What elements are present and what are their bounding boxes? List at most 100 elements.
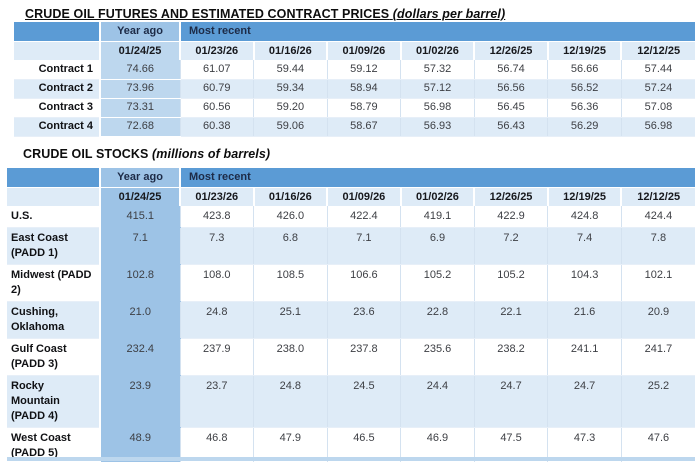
- date-header: 01/23/26: [179, 41, 254, 60]
- corner-cell: [7, 168, 100, 188]
- data-cell: 20.9: [620, 301, 695, 339]
- data-cell: 61.07: [179, 60, 254, 80]
- row-label: Rocky Mountain (PADD 4): [7, 375, 100, 428]
- year-ago-header: Year ago: [99, 22, 180, 42]
- data-cell: 237.8: [326, 338, 401, 376]
- data-cell: 57.32: [400, 60, 475, 80]
- row-label: Midwest (PADD 2): [7, 264, 100, 302]
- data-cell: 72.68: [99, 117, 180, 137]
- data-cell: 25.2: [620, 375, 695, 428]
- table-row: Gulf Coast (PADD 3) 232.4 237.9 238.0 237.8 2…: [7, 338, 695, 376]
- data-cell: 21.0: [99, 301, 180, 339]
- data-cell: 7.1: [99, 227, 180, 265]
- data-cell: 232.4: [99, 338, 180, 376]
- data-cell: 24.4: [400, 375, 475, 428]
- data-cell: 56.52: [547, 79, 622, 99]
- data-cell: 22.8: [400, 301, 475, 339]
- empty-header-cell: [14, 41, 100, 60]
- data-cell: 241.1: [547, 338, 622, 376]
- data-cell: 102.8: [99, 264, 180, 302]
- data-cell: 56.43: [473, 117, 548, 137]
- next-table-top-edge: [7, 457, 695, 461]
- date-header: 01/09/26: [326, 41, 401, 60]
- data-cell: 108.5: [253, 264, 328, 302]
- data-cell: 23.9: [99, 375, 180, 428]
- data-cell: 46.9: [400, 427, 475, 462]
- data-cell: 23.6: [326, 301, 401, 339]
- year-ago-header: Year ago: [99, 168, 180, 188]
- data-cell: 56.93: [400, 117, 475, 137]
- data-cell: 419.1: [400, 206, 475, 228]
- data-cell: 108.0: [179, 264, 254, 302]
- stocks-table-title: CRUDE OIL STOCKS (millions of barrels): [23, 147, 270, 161]
- data-cell: 238.0: [253, 338, 328, 376]
- row-label: Cushing, Oklahoma: [7, 301, 100, 339]
- dates-header-row: 01/24/25 01/23/26 01/16/26 01/09/26 01/0…: [14, 41, 695, 60]
- date-header: 12/19/25: [546, 41, 622, 60]
- stocks-title-text: CRUDE OIL STOCKS: [23, 147, 149, 161]
- table-row: Rocky Mountain (PADD 4) 23.9 23.7 24.8 24.5 2…: [7, 375, 695, 428]
- data-cell: 58.94: [326, 79, 401, 99]
- data-cell: 58.67: [326, 117, 401, 137]
- data-cell: 60.56: [179, 98, 254, 118]
- data-cell: 58.79: [326, 98, 401, 118]
- data-cell: 59.20: [253, 98, 328, 118]
- crude-oil-stocks-table: Year ago Most recent 01/24/25 01/23/26 0…: [7, 168, 695, 462]
- group-header-row: Year ago Most recent: [14, 22, 695, 42]
- futures-table-body: Contract 1 74.66 61.07 59.44 59.12 57.32 56.74…: [14, 60, 695, 137]
- data-cell: 57.12: [400, 79, 475, 99]
- date-header: 12/19/25: [546, 187, 622, 206]
- row-label: U.S.: [7, 206, 100, 228]
- date-header: 12/12/25: [620, 187, 695, 206]
- data-cell: 104.3: [547, 264, 622, 302]
- data-cell: 46.5: [326, 427, 401, 462]
- data-cell: 56.98: [400, 98, 475, 118]
- data-cell: 23.7: [179, 375, 254, 428]
- corner-cell: [14, 22, 100, 42]
- date-header: 01/16/26: [252, 187, 328, 206]
- data-cell: 21.6: [547, 301, 622, 339]
- data-cell: 59.12: [326, 60, 401, 80]
- data-cell: 6.9: [400, 227, 475, 265]
- table-row: East Coast (PADD 1) 7.1 7.3 6.8 7.1 6.9 7.2 7.4…: [7, 227, 695, 265]
- data-cell: 56.45: [473, 98, 548, 118]
- data-cell: 24.8: [253, 375, 328, 428]
- data-cell: 22.1: [473, 301, 548, 339]
- data-cell: 24.5: [326, 375, 401, 428]
- date-header: 01/09/26: [326, 187, 401, 206]
- data-cell: 74.66: [99, 60, 180, 80]
- futures-title-unit: (dollars per barrel): [392, 7, 506, 21]
- year-ago-date: 01/24/25: [99, 187, 180, 206]
- data-cell: 106.6: [326, 264, 401, 302]
- data-cell: 47.3: [547, 427, 622, 462]
- table-row: Contract 3 73.31 60.56 59.20 58.79 56.98 56.45…: [14, 98, 695, 118]
- data-cell: 7.3: [179, 227, 254, 265]
- data-cell: 424.4: [620, 206, 695, 228]
- data-cell: 426.0: [253, 206, 328, 228]
- data-cell: 7.4: [547, 227, 622, 265]
- data-cell: 24.7: [473, 375, 548, 428]
- table-row: Midwest (PADD 2) 102.8 108.0 108.5 106.6 105.…: [7, 264, 695, 302]
- data-cell: 422.9: [473, 206, 548, 228]
- row-label: Contract 3: [14, 98, 100, 118]
- data-cell: 46.8: [179, 427, 254, 462]
- futures-title-text: CRUDE OIL FUTURES AND ESTIMATED CONTRACT…: [25, 7, 390, 21]
- data-cell: 6.8: [253, 227, 328, 265]
- data-cell: 57.44: [620, 60, 695, 80]
- most-recent-header: Most recent: [179, 22, 695, 42]
- data-cell: 56.36: [547, 98, 622, 118]
- data-cell: 57.08: [620, 98, 695, 118]
- data-cell: 56.66: [547, 60, 622, 80]
- data-cell: 73.96: [99, 79, 180, 99]
- data-cell: 7.8: [620, 227, 695, 265]
- empty-header-cell: [7, 187, 100, 206]
- row-label: Contract 2: [14, 79, 100, 99]
- table-row: Cushing, Oklahoma 21.0 24.8 25.1 23.6 22.8 22.…: [7, 301, 695, 339]
- row-label: Gulf Coast (PADD 3): [7, 338, 100, 376]
- data-cell: 47.6: [620, 427, 695, 462]
- data-cell: 241.7: [620, 338, 695, 376]
- data-cell: 73.31: [99, 98, 180, 118]
- data-cell: 47.9: [253, 427, 328, 462]
- data-cell: 423.8: [179, 206, 254, 228]
- table-row: West Coast (PADD 5) 48.9 46.8 47.9 46.5 46.9 4…: [7, 427, 695, 462]
